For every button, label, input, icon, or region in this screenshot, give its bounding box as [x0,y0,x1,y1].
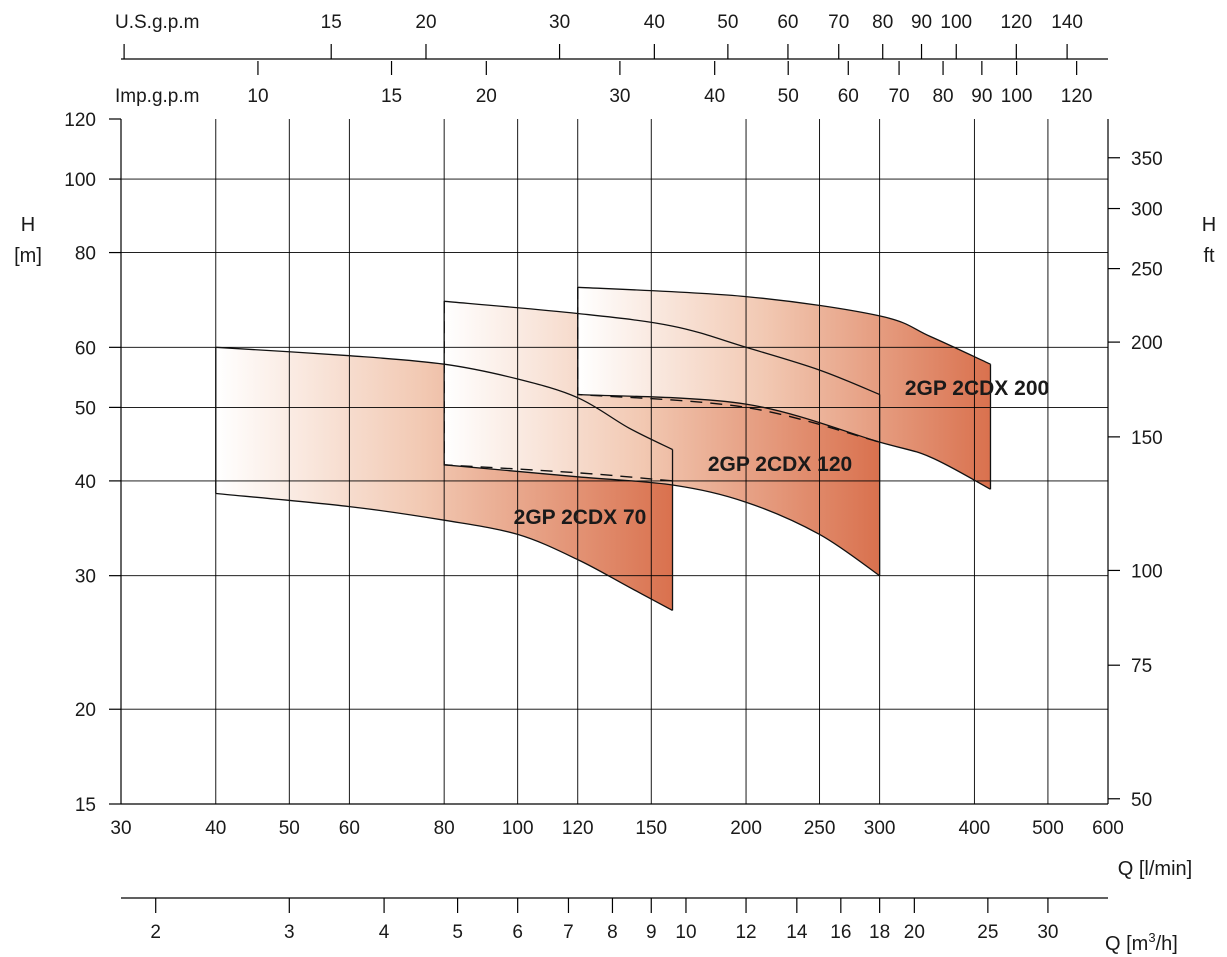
impgpm-tick-label: 120 [1061,86,1093,107]
y-tick-label: 60 [75,338,96,359]
x-tick-label: 400 [959,818,991,839]
m3h-tick-label: 18 [869,922,890,943]
performance-curves [215,286,992,611]
y2-axis-unit: ft [1203,245,1215,267]
overlap-dashed-line [443,301,673,482]
usgpm-tick-label: 40 [644,12,665,33]
impgpm-tick-label: 20 [476,86,497,107]
m3h-tick-label: 20 [904,922,925,943]
m3h-tick-label: 16 [830,922,851,943]
impgpm-tick-label: 80 [932,86,953,107]
x-tick-label: 150 [635,818,667,839]
axes [109,44,1120,913]
y2-axis-title: H [1202,214,1216,236]
min-head-curve [215,492,673,611]
usgpm-tick-label: 15 [321,12,342,33]
labels: 2GP 2CDX 70 2GP 2CDX 120 2GP 2CDX 200 15 20 3… [14,12,1216,955]
y2-tick-label: 250 [1131,260,1163,281]
x-tick-label: 600 [1092,818,1124,839]
y-tick-label: 50 [75,398,96,419]
m3h-tick-label: 12 [735,922,756,943]
y-tick-label: 100 [64,170,96,191]
max-head-curve [215,346,673,451]
usgpm-tick-label: 120 [1000,12,1032,33]
series-label: 2GP 2CDX 120 [708,453,852,476]
impgpm-tick-label: 60 [838,86,859,107]
max-head-curve [444,300,880,396]
m3h-tick-label: 5 [452,922,463,943]
m3h-tick-label: 25 [977,922,998,943]
m3h-tick-label: 10 [675,922,696,943]
usgpm-tick-label: 100 [940,12,972,33]
impgpm-tick-label: 40 [704,86,725,107]
m3h-tick-label: 7 [563,922,574,943]
x-tick-label: 500 [1032,818,1064,839]
usgpm-tick-label: 80 [872,12,893,33]
usgpm-axis-title: U.S.g.p.m [115,12,199,33]
y2-tick-label: 50 [1131,790,1152,811]
y-axis-title: H [21,214,35,236]
max-head-curve [577,286,991,365]
impgpm-tick-label: 90 [971,86,992,107]
performance-band [577,287,991,490]
usgpm-tick-label: 70 [828,12,849,33]
usgpm-tick-label: 20 [415,12,436,33]
m3h-tick-label: 3 [284,922,295,943]
y-tick-label: 20 [75,700,96,721]
impgpm-tick-label: 15 [381,86,402,107]
y2-tick-label: 75 [1131,656,1152,677]
impgpm-tick-label: 10 [247,86,268,107]
m3h-tick-label: 6 [512,922,523,943]
x-tick-label: 50 [279,818,300,839]
y2-tick-label: 300 [1131,200,1163,221]
m3h-axis-title: Q [m3/h] [1105,930,1178,955]
y2-tick-label: 350 [1131,149,1163,170]
x-tick-label: 60 [339,818,360,839]
m3h-tick-label: 4 [379,922,390,943]
y-axis-unit: [m] [14,245,42,267]
grid [120,119,1108,804]
y-tick-label: 15 [75,795,96,816]
x-axis-title: Q [l/min] [1118,858,1192,880]
usgpm-tick-label: 140 [1051,12,1083,33]
impgpm-tick-label: 100 [1001,86,1033,107]
m3h-tick-label: 14 [786,922,808,943]
x-tick-label: 300 [864,818,896,839]
x-tick-label: 30 [110,818,131,839]
m3h-tick-label: 30 [1037,922,1058,943]
min-head-curve [444,464,880,577]
usgpm-tick-label: 50 [717,12,738,33]
x-tick-label: 120 [562,818,594,839]
usgpm-tick-label: 90 [911,12,932,33]
m3h-tick-label: 2 [150,922,161,943]
y-tick-label: 30 [75,567,96,588]
x-tick-label: 80 [434,818,455,839]
series-label: 2GP 2CDX 70 [514,506,647,529]
m3h-tick-label: 9 [646,922,657,943]
performance-bands [215,287,991,611]
usgpm-tick-label: 60 [777,12,798,33]
y-tick-label: 120 [64,110,96,131]
y2-tick-label: 150 [1131,428,1163,449]
y-tick-label: 80 [75,244,96,265]
series-label: 2GP 2CDX 200 [905,377,1049,400]
x-tick-label: 250 [804,818,836,839]
y-tick-label: 40 [75,472,96,493]
impgpm-tick-label: 50 [778,86,799,107]
y2-tick-label: 100 [1131,561,1163,582]
x-tick-label: 100 [502,818,534,839]
x-tick-label: 40 [205,818,226,839]
impgpm-tick-label: 30 [609,86,630,107]
overlap-dashed-line [577,287,880,443]
impgpm-axis-title: Imp.g.p.m [115,86,199,107]
impgpm-tick-label: 70 [888,86,909,107]
usgpm-tick-label: 30 [549,12,570,33]
m3h-tick-label: 8 [607,922,618,943]
x-tick-label: 200 [730,818,762,839]
y2-tick-label: 200 [1131,333,1163,354]
